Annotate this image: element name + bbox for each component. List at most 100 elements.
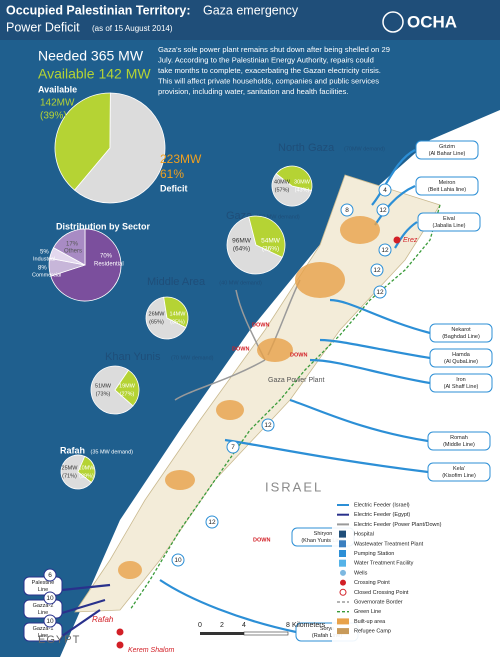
feeder-line: Line — [38, 587, 48, 593]
gaza-strip — [74, 174, 441, 613]
feeder: Grizim(Al Bahar Line) — [415, 140, 479, 160]
feeder-name: Palestine — [32, 580, 55, 586]
capacity-circle — [370, 263, 384, 277]
kerem-shalom: Kerem Shalom — [128, 647, 174, 654]
sector-pie: Distribution by Sector 70% Residential 8%Co… — [32, 221, 151, 302]
needed: Needed 365 MW — [38, 48, 144, 64]
legend-label: Hospital — [354, 532, 374, 538]
slice-value: (64%) — [233, 246, 250, 253]
pie-slice — [275, 165, 313, 191]
header-bar — [0, 0, 500, 40]
capacity: 12 — [376, 289, 384, 296]
capacity-circle — [378, 183, 392, 197]
feeder-line: (Al Bahar Line) — [429, 151, 466, 157]
feeder: Kela'(Kisofim Line) — [427, 462, 491, 482]
slice-label: 142MW — [40, 98, 75, 109]
legend-icon — [337, 628, 349, 635]
region: Khan Yunis (70 MW demand) 51MW (73%) 19MW (27… — [90, 351, 214, 415]
date: (as of 15 August 2014) — [92, 24, 173, 33]
legend-label: Electric Feeder (Israel) — [354, 502, 410, 508]
description-line: This will affect private households, com… — [158, 77, 379, 86]
feeder-name: Shiryon — [314, 531, 333, 537]
slice-value: (65%) — [149, 319, 164, 325]
regions: North Gaza (70MW demand) 40MW (57%) 30MW (43%… — [60, 142, 385, 490]
title-rest: Gaza emergency — [203, 3, 299, 17]
feeder-line: (Kisofim Line) — [442, 473, 476, 479]
region: Rafah (35 MW demand) 25MW (71%)10MW (29%) — [60, 445, 134, 490]
capacity: 12 — [373, 267, 381, 274]
legend-icon — [340, 569, 346, 576]
scale-tick: 4 — [242, 622, 246, 629]
feeder-line: (Rafah Line) — [312, 633, 342, 639]
feeder-box — [429, 348, 493, 368]
pie-slice — [77, 455, 96, 483]
feeder-name: Grizim — [439, 144, 455, 150]
feeder-name: Iron — [456, 377, 465, 383]
region: North Gaza (70MW demand) 40MW (57%) 30MW (43%… — [271, 142, 385, 207]
capacity: 10 — [174, 557, 182, 564]
legend-icon — [339, 588, 347, 596]
scale-unit: Kilometers — [292, 622, 326, 629]
legend-label: Wastewater Treatment Plant — [354, 541, 424, 547]
capacity: 6 — [48, 572, 52, 579]
capacity-circle — [43, 591, 57, 605]
capacity-circle — [340, 203, 354, 217]
legend-box — [332, 497, 497, 642]
capacity: 8 — [345, 207, 349, 214]
logo-emblem — [382, 11, 404, 33]
region-name: Middle Area — [147, 276, 206, 288]
feeder-box — [23, 599, 63, 619]
capacity-circle — [226, 440, 240, 454]
legend-icon — [339, 530, 346, 538]
scale-segment — [243, 631, 289, 636]
slice-name: Available — [38, 84, 77, 94]
feeder-line: (Jabalia Line) — [432, 223, 465, 229]
feeder-line: Line — [38, 633, 48, 639]
pie-slice — [248, 215, 286, 258]
logo: OCHA — [407, 12, 457, 31]
slice-label: 26MW — [149, 311, 166, 317]
feeder-name: Hamda — [452, 352, 471, 358]
legend-icon — [340, 579, 346, 586]
capacity-circle — [376, 203, 390, 217]
feeder-line: (Al Shaff Line) — [444, 384, 479, 390]
legend-icon — [339, 559, 346, 567]
capacity-circle — [378, 243, 392, 257]
feeder-name: Gazza-2 — [33, 603, 54, 609]
description-line: Gaza's sole power plant remains shut dow… — [158, 45, 390, 54]
scale-tick: 2 — [220, 622, 224, 629]
slice-value: 17% — [66, 242, 79, 248]
slice-value: 5% — [40, 250, 49, 256]
feeder-name: Nekarot — [451, 327, 471, 333]
legend-label: Crossing Point — [354, 580, 390, 586]
region-demand: (70MW demand) — [344, 146, 385, 152]
slice-value: (39%) — [40, 111, 67, 122]
slice-label: 30MW — [294, 179, 311, 185]
capacity-circle — [171, 553, 185, 567]
legend-label: Built-up area — [354, 619, 386, 625]
pie-slice — [271, 173, 312, 207]
crossing-point — [116, 628, 124, 636]
description: Gaza's sole power plant remains shut dow… — [158, 45, 390, 96]
region-demand: (35 MW demand) — [91, 449, 134, 455]
feeder-box — [417, 212, 481, 232]
legend-icon — [339, 540, 346, 548]
pie-slice — [163, 296, 189, 329]
pie-slice — [145, 296, 187, 340]
scale-tick: 0 — [198, 622, 202, 629]
feeder-box — [427, 431, 491, 451]
slice-value: (27%) — [120, 391, 135, 397]
slice-label: 51MW — [95, 383, 112, 389]
legend-label: Refugee Camp — [354, 629, 391, 635]
slice-name: Residential — [94, 262, 124, 268]
feeder-box — [23, 576, 63, 596]
slice-value: 61% — [160, 167, 184, 181]
pie-slice — [74, 92, 166, 204]
status: DOWN — [290, 352, 307, 358]
capacity: 12 — [208, 519, 216, 526]
slice-name: Others — [64, 249, 82, 255]
